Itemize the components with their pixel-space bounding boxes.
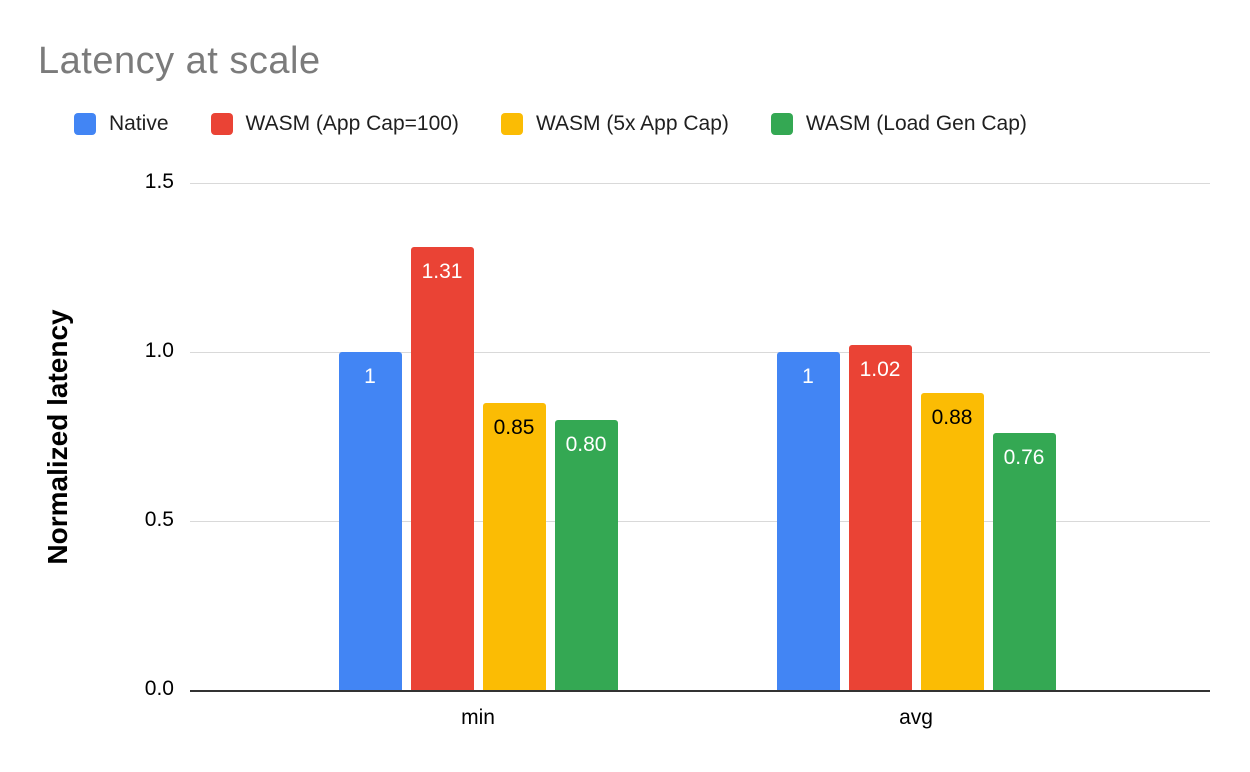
legend-swatch [770,113,793,135]
legend-item: Native [74,112,169,136]
x-tick-label: min [461,706,495,729]
legend-label: WASM (App Cap=100) [245,112,459,135]
plot-area: 0.0 0.5 1.0 1.5 1 1.31 0.85 0.80 min 1 1.02 0.88 0.7… [145,170,1210,729]
bar-value-label: 1 [802,365,814,388]
legend-swatch [500,113,523,135]
bar-avg-series-2 [920,392,984,690]
bar-value-label: 1 [364,365,376,388]
legend-label: WASM (5x App Cap) [535,112,729,135]
bar-value-label: 0.80 [565,432,607,456]
x-axis-line [190,690,1210,692]
y-tick-label: 1.0 [144,339,174,362]
legend-item: WASM (5x App Cap) [500,112,729,136]
bar-value-label: 0.88 [931,405,973,429]
gridline [190,521,1210,522]
bar-min-series-2 [482,402,546,690]
bar-avg-series-3 [992,433,1056,690]
x-tick-label: avg [899,706,933,729]
bar-value-label: 1.02 [859,358,901,382]
bar-min-series-1 [410,247,474,690]
bar-avg-series-1 [848,345,912,690]
gridline [190,183,1210,184]
legend: Native WASM (App Cap=100) WASM (5x App Cap… [74,112,1027,136]
bar-value-label: 0.85 [493,415,535,439]
y-axis-label: Normalized latency [42,309,73,565]
bar-min-series-0 [338,352,402,690]
bar-min-series-3 [554,419,618,690]
legend-swatch [210,113,233,135]
y-tick-label: 0.0 [144,677,174,700]
legend-item: WASM (App Cap=100) [210,112,459,136]
bar-avg-series-0 [776,352,840,690]
y-tick-label: 1.5 [144,170,174,193]
legend-label: Native [109,112,169,135]
y-tick-label: 0.5 [144,508,174,531]
gridline [190,352,1210,353]
legend-swatch [74,113,96,135]
bar-value-label: 1.31 [421,260,463,284]
legend-item: WASM (Load Gen Cap) [770,112,1027,136]
bar-value-label: 0.76 [1003,446,1045,470]
chart-title: Latency at scale [38,40,321,82]
legend-label: WASM (Load Gen Cap) [805,112,1027,135]
